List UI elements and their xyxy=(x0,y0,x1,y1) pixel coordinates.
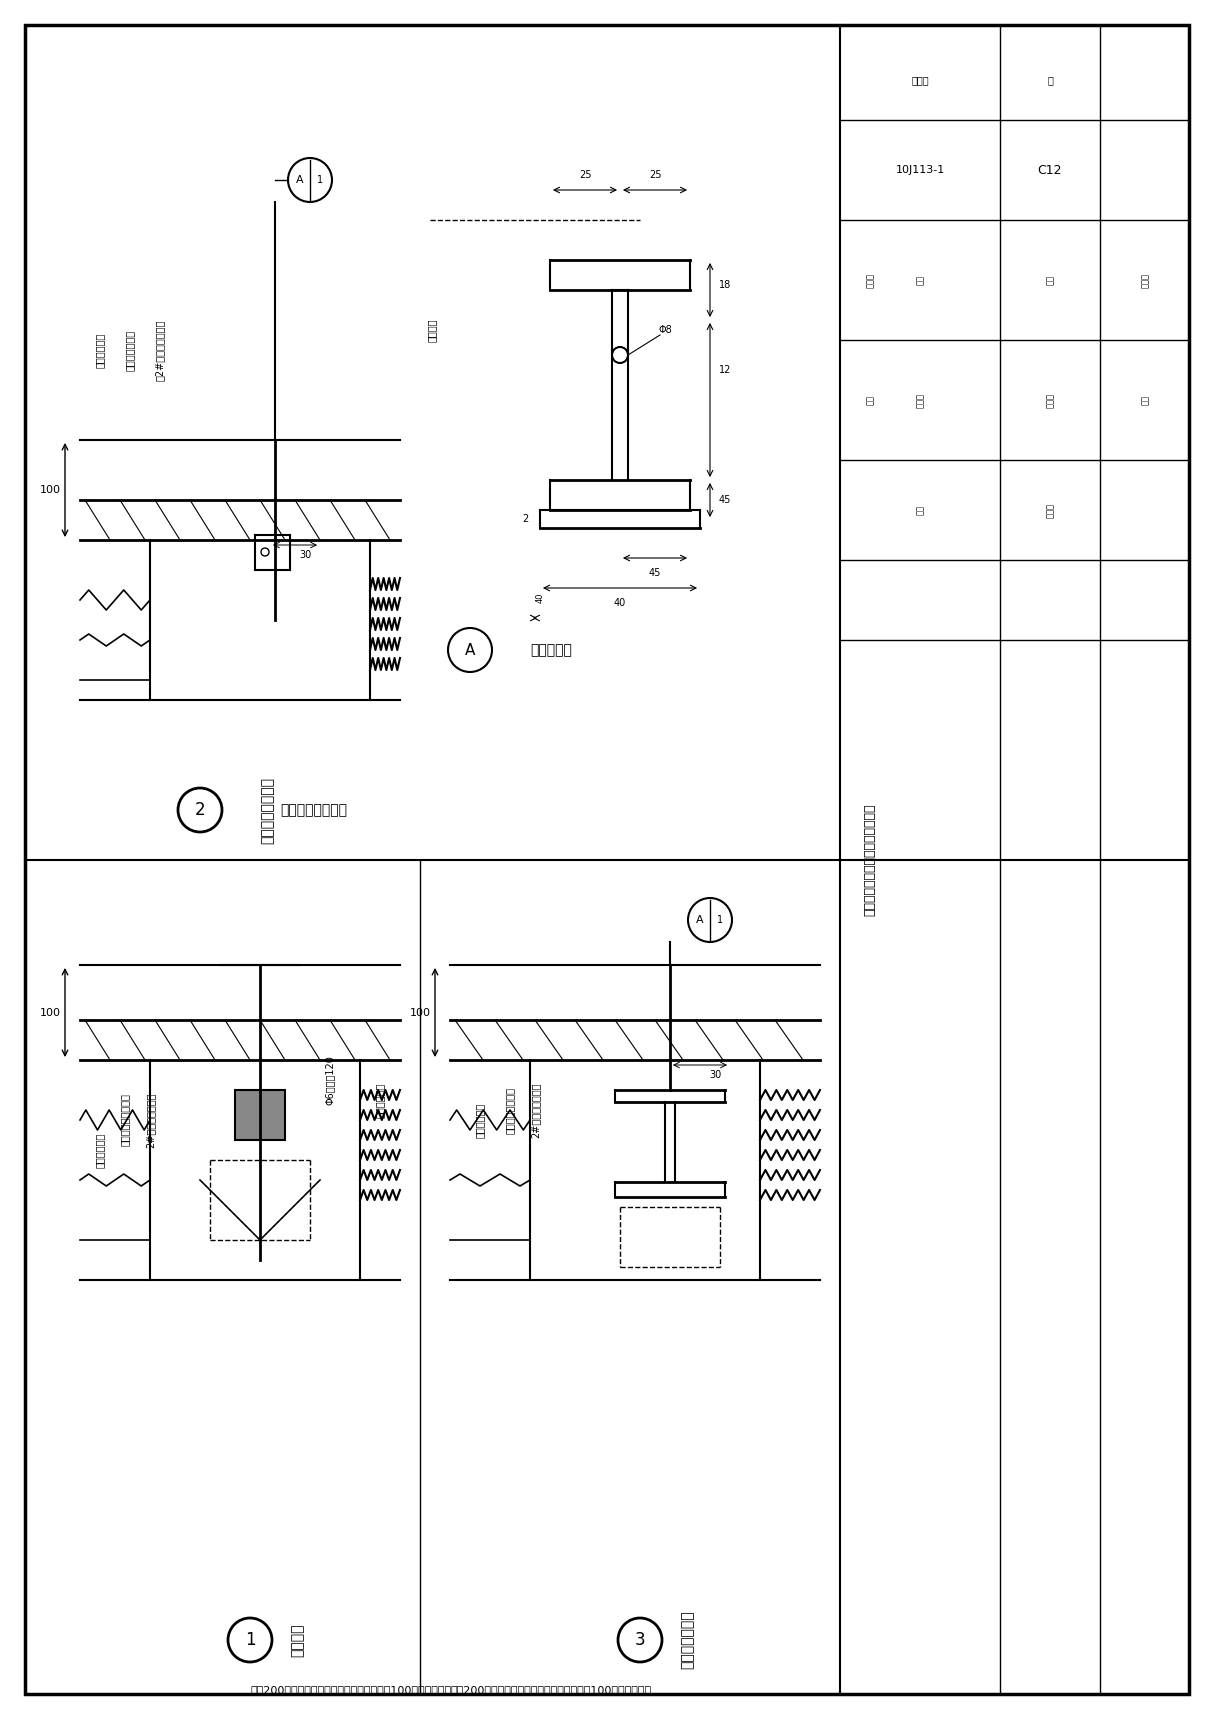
Text: 校对: 校对 xyxy=(1045,275,1055,285)
Text: 钢系: 钢系 xyxy=(1140,395,1150,406)
Text: A: A xyxy=(465,643,475,657)
Text: 2: 2 xyxy=(522,514,528,524)
Text: 45: 45 xyxy=(719,495,731,505)
Text: 标准化: 标准化 xyxy=(1045,502,1055,517)
Text: 植物纤维条板预埋件、吊挂件节点: 植物纤维条板预埋件、吊挂件节点 xyxy=(863,804,877,916)
Bar xyxy=(236,1090,285,1140)
Text: 25: 25 xyxy=(648,170,662,180)
Text: 入墙面线: 入墙面线 xyxy=(427,318,437,342)
Text: Φ8: Φ8 xyxy=(658,325,671,335)
Text: 钢板垂直吊挂埋件: 钢板垂直吊挂埋件 xyxy=(260,777,274,844)
Text: 1: 1 xyxy=(717,915,724,925)
Text: 审核: 审核 xyxy=(915,505,925,516)
Text: 18: 18 xyxy=(719,280,731,291)
Text: 植物纤维条板: 植物纤维条板 xyxy=(95,332,104,368)
Text: 45: 45 xyxy=(648,567,662,578)
Text: 12: 12 xyxy=(719,364,731,375)
Text: Φ6螺栓长120: Φ6螺栓长120 xyxy=(325,1055,335,1105)
Text: 张亚元: 张亚元 xyxy=(1045,392,1055,407)
Text: 钢板水平吊挂件用: 钢板水平吊挂件用 xyxy=(505,1086,515,1133)
Text: 吊挂埋件: 吊挂埋件 xyxy=(290,1623,304,1657)
Text: 钢板水平吊挂件: 钢板水平吊挂件 xyxy=(680,1611,694,1669)
Text: 页: 页 xyxy=(1046,76,1053,84)
Text: 注：200厚植物纤维条板上设置吊挂件时参照100厚条板构造。: 注：200厚植物纤维条板上设置吊挂件时参照100厚条板构造。 xyxy=(450,1685,651,1695)
Text: 100: 100 xyxy=(409,1007,431,1018)
Text: C12: C12 xyxy=(1038,163,1062,177)
Text: A: A xyxy=(696,915,704,925)
Text: 钢板垂直吊挂埋件: 钢板垂直吊挂埋件 xyxy=(280,803,347,817)
Text: 1: 1 xyxy=(245,1631,255,1649)
Text: 杨小东: 杨小东 xyxy=(1140,273,1150,287)
Text: 40: 40 xyxy=(614,598,626,609)
Text: 2#粘结剂预埋钢件: 2#粘结剂预埋钢件 xyxy=(144,1092,155,1148)
Text: 30: 30 xyxy=(299,550,311,560)
Text: 3: 3 xyxy=(635,1631,646,1649)
Text: 钢板垂直吊挂件: 钢板垂直吊挂件 xyxy=(125,330,135,371)
Text: 图集号: 图集号 xyxy=(912,76,929,84)
Text: 100: 100 xyxy=(40,1007,61,1018)
Text: 植物纤维条板: 植物纤维条板 xyxy=(475,1102,486,1138)
Text: 图集号: 图集号 xyxy=(866,273,874,287)
Text: 植物纤维条板: 植物纤维条板 xyxy=(95,1133,104,1167)
Text: 注：200厚植物纤维条板上设置吊挂件时参照100厚条板构造。: 注：200厚植物纤维条板上设置吊挂件时参照100厚条板构造。 xyxy=(250,1685,452,1695)
Text: 用2#粘结剂预埋钢件: 用2#粘结剂预埋钢件 xyxy=(155,320,165,380)
Text: 设计: 设计 xyxy=(915,275,925,285)
Text: 2: 2 xyxy=(194,801,205,818)
Text: 2#粘结剂预埋钢件: 2#粘结剂预埋钢件 xyxy=(531,1083,540,1138)
Text: 植物纤维条板开孔用: 植物纤维条板开孔用 xyxy=(120,1093,130,1147)
Text: 1: 1 xyxy=(317,175,323,186)
Text: 100: 100 xyxy=(40,485,61,495)
Text: 40: 40 xyxy=(535,593,545,603)
Text: 30: 30 xyxy=(709,1069,721,1080)
Text: 软质材料塞孔: 软质材料塞孔 xyxy=(375,1083,385,1117)
Text: 审定: 审定 xyxy=(866,395,874,406)
Text: A: A xyxy=(296,175,304,186)
Text: 张立文: 张立文 xyxy=(915,392,925,407)
Text: 10J113-1: 10J113-1 xyxy=(896,165,944,175)
Text: 25: 25 xyxy=(579,170,591,180)
Text: 钢板吊挂件: 钢板吊挂件 xyxy=(531,643,572,657)
